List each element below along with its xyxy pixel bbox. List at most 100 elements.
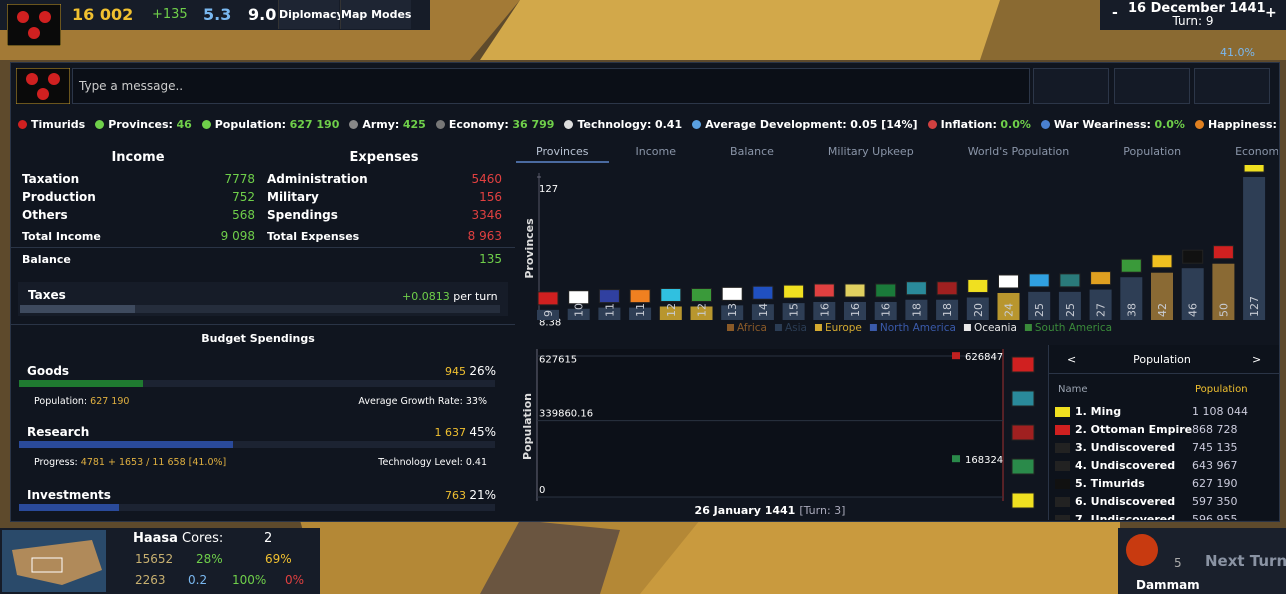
stat-value: 0.0% bbox=[1154, 117, 1185, 131]
taxes-label: Taxes bbox=[28, 288, 66, 302]
bar bbox=[1120, 277, 1143, 320]
chart-tab[interactable]: Income bbox=[635, 145, 677, 158]
bar-flag bbox=[1090, 271, 1112, 286]
bar bbox=[537, 309, 559, 320]
next-turn-button[interactable]: Next Turn bbox=[1205, 552, 1286, 570]
bar-value: 9 bbox=[542, 310, 555, 317]
side-flag bbox=[1011, 458, 1035, 475]
country-flag[interactable] bbox=[7, 4, 61, 46]
bar-value: 16 bbox=[880, 303, 893, 317]
y-axis-label: Population bbox=[521, 393, 534, 460]
stat-label: Technology: bbox=[577, 117, 652, 131]
bar bbox=[751, 304, 774, 320]
x-label-date: 26 January 1441 bbox=[695, 504, 796, 517]
chart-tab[interactable]: Balance bbox=[730, 145, 774, 158]
divider bbox=[10, 324, 515, 325]
bar-flag bbox=[844, 283, 866, 298]
row-name: 3. Undiscovered bbox=[1075, 441, 1176, 454]
stat-value: 0.0% bbox=[1000, 117, 1031, 131]
row-flag bbox=[1055, 461, 1070, 471]
bar bbox=[1089, 289, 1112, 320]
budget-amount: 945 bbox=[445, 365, 466, 378]
minimap[interactable] bbox=[2, 530, 106, 592]
total-income-value: 9 098 bbox=[220, 229, 255, 243]
settings-button[interactable] bbox=[1194, 68, 1270, 104]
gold: 16 002 bbox=[72, 5, 134, 24]
chart-tab[interactable]: Provinces bbox=[516, 143, 609, 163]
legend-label: Asia bbox=[785, 322, 807, 334]
expense-value: 3346 bbox=[471, 208, 502, 222]
stat-label: Average Development: bbox=[705, 117, 847, 131]
bar-value: 25 bbox=[1064, 303, 1077, 317]
bar-value: 15 bbox=[788, 303, 801, 317]
bar bbox=[997, 292, 1020, 320]
bar-flag bbox=[721, 286, 743, 301]
chat-stats-button[interactable] bbox=[1033, 68, 1109, 104]
y-axis-label: Provinces bbox=[523, 218, 536, 279]
bar-value: 16 bbox=[849, 303, 862, 317]
expense-value: 156 bbox=[479, 190, 502, 204]
map-modes-button[interactable]: Map Modes bbox=[340, 0, 411, 29]
bar-value: 18 bbox=[910, 303, 923, 317]
budget-bar bbox=[19, 380, 495, 387]
next-button[interactable]: > bbox=[1252, 353, 1262, 366]
bar-flag bbox=[875, 283, 897, 298]
zoom-out[interactable]: - bbox=[1112, 5, 1118, 21]
stat-item: Economy: 36 799 bbox=[449, 118, 555, 131]
chart-tab[interactable]: Economy bbox=[1235, 145, 1278, 158]
chart-tab[interactable]: Military Upkeep bbox=[827, 145, 914, 158]
budget-amount: 763 bbox=[445, 489, 466, 502]
row-name: 4. Undiscovered bbox=[1075, 459, 1176, 472]
unit-icon[interactable] bbox=[1124, 532, 1160, 568]
bar-flag bbox=[1212, 245, 1234, 260]
bar bbox=[629, 307, 652, 320]
bar-value: 25 bbox=[1033, 303, 1046, 317]
taxes-bar bbox=[20, 305, 500, 313]
detail-value: 33% bbox=[465, 396, 487, 407]
bar-value: 24 bbox=[1003, 303, 1016, 317]
row-name: 1. Ming bbox=[1075, 405, 1122, 418]
bar bbox=[813, 301, 836, 320]
legend-swatch bbox=[963, 324, 971, 331]
diplomacy-button[interactable]: Diplomacy bbox=[278, 0, 344, 29]
stat-icon bbox=[435, 119, 445, 129]
save-button[interactable] bbox=[1114, 68, 1190, 104]
stat-icon bbox=[564, 119, 574, 129]
stat-label: Economy: bbox=[448, 117, 509, 131]
bar-flag bbox=[568, 290, 590, 305]
total-expenses-value: 8 963 bbox=[467, 229, 502, 243]
chat-input[interactable]: Type a message.. bbox=[72, 68, 1030, 104]
y-tick-label: 127 bbox=[539, 184, 558, 195]
row-flag bbox=[1055, 425, 1070, 435]
stars: 2 bbox=[264, 531, 273, 546]
bar-flag bbox=[598, 289, 620, 304]
province-stat: 0.2 bbox=[188, 573, 208, 587]
row-name: 6. Undiscovered bbox=[1075, 495, 1176, 508]
stat-value: 0.41 bbox=[654, 117, 683, 131]
bar-flag bbox=[998, 274, 1019, 289]
chart-tab[interactable]: World's Population bbox=[967, 145, 1070, 158]
budget-amount: 1 637 bbox=[434, 426, 467, 439]
budget-percent: 21% bbox=[469, 488, 496, 502]
chart-tab[interactable]: Population bbox=[1123, 145, 1182, 158]
point-label: 626847 bbox=[965, 352, 1003, 363]
row-name: 7. Undiscovered bbox=[1075, 513, 1176, 520]
row-flag bbox=[1055, 407, 1070, 417]
prev-button[interactable]: < bbox=[1067, 353, 1077, 366]
stat-icon bbox=[927, 119, 937, 129]
stat-label: Provinces: bbox=[108, 117, 173, 131]
taxes-rate: +0.0813 per turn bbox=[402, 290, 498, 303]
stat-label: Population: bbox=[214, 117, 287, 131]
stat-item: Happiness: 76% bbox=[1208, 118, 1278, 131]
budget-bar-fill bbox=[19, 441, 234, 448]
date-box bbox=[1100, 0, 1286, 30]
budget-detail: Progress: 4781 + 1653 / 11 658 [41.0%] bbox=[34, 457, 226, 468]
row-value: 597 350 bbox=[1192, 495, 1238, 508]
bar bbox=[844, 301, 866, 320]
detail-value: 0.41 bbox=[465, 457, 487, 468]
bar-flag bbox=[1182, 249, 1204, 264]
budget-bar bbox=[19, 504, 495, 511]
bar bbox=[1181, 268, 1204, 320]
zoom-in[interactable]: + bbox=[1265, 5, 1277, 21]
row-flag bbox=[1055, 515, 1070, 520]
